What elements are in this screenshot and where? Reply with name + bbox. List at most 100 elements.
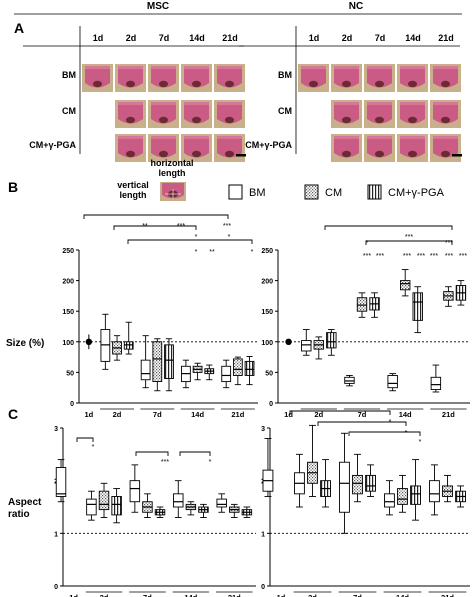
x-tick-label-1d: 1d (277, 593, 286, 597)
box-cm-7d (352, 474, 363, 495)
y-tick-label: 50 (66, 370, 74, 377)
significance-marker: *** (430, 253, 438, 260)
day-header-14d: 14d (189, 33, 205, 43)
x-tick-label-14d: 14d (399, 410, 412, 419)
point-bm-1d (285, 338, 292, 345)
row-label-bm: BM (278, 70, 292, 80)
row-label-cm: CM (62, 106, 76, 116)
significance-marker: * (228, 234, 231, 241)
aspect-chart-nc: 01231d2d7d14d21d*** (261, 410, 470, 597)
box-bm-2d (301, 340, 312, 352)
y-tick-label: 0 (261, 584, 265, 591)
y-tick-label: 150 (261, 309, 273, 316)
y-tick-label: 3 (261, 426, 265, 433)
y-tick-label: 0 (70, 401, 74, 408)
x-tick-label-21d: 21d (228, 593, 241, 597)
legend-label-cm-pga: CM+γ-PGA (388, 187, 445, 199)
y-tick-label: 200 (261, 279, 273, 286)
box-cm-pga-14d (410, 485, 421, 505)
significance-marker: *** (363, 253, 371, 260)
x-tick-label-21d: 21d (441, 593, 454, 597)
x-tick-label-14d: 14d (396, 593, 409, 597)
significance-marker: * (195, 249, 198, 256)
significance-marker: *** (403, 253, 411, 260)
well-photo (181, 134, 212, 162)
box-cm-21d (232, 358, 243, 376)
row-label-bm: BM (62, 70, 76, 80)
box-bm-21d (221, 365, 232, 383)
significance-marker: *** (161, 459, 169, 466)
well-photo (397, 134, 428, 162)
box-bm-1d (55, 467, 67, 497)
x-tick-label-2d: 2d (308, 593, 317, 597)
box-bm-7d (344, 376, 355, 384)
significance-marker: * (92, 444, 95, 451)
scale-bar (236, 154, 246, 157)
day-header-14d: 14d (405, 33, 421, 43)
day-header-1d: 1d (309, 33, 320, 43)
well-photo (397, 64, 428, 92)
significance-bracket (179, 451, 211, 456)
x-tick-label-7d: 7d (153, 410, 162, 419)
day-header-21d: 21d (222, 33, 238, 43)
significance-marker: * (405, 430, 408, 437)
box-bm-21d (429, 480, 440, 503)
y-axis-title: Size (%) (6, 338, 44, 349)
well-photo (364, 134, 395, 162)
x-tick-label-7d: 7d (353, 593, 362, 597)
significance-marker: * (195, 234, 198, 241)
panel-letter-a: A (14, 20, 24, 36)
box-bm-7d (339, 461, 350, 513)
well-photo (148, 100, 179, 128)
significance-bracket (127, 239, 253, 244)
y-tick-label: 0 (54, 584, 58, 591)
significance-marker: *** (417, 253, 425, 260)
row-label-cm-pga: CM+γ-PGA (29, 140, 76, 150)
well-photo (115, 134, 146, 162)
day-header-2d: 2d (342, 33, 353, 43)
significance-marker: *** (459, 253, 467, 260)
day-header-7d: 7d (375, 33, 386, 43)
x-tick-label-1d: 1d (284, 410, 293, 419)
x-tick-label-21d: 21d (231, 410, 244, 419)
significance-marker: * (209, 459, 212, 466)
box-cm-7d (152, 341, 163, 383)
box-cm-pga-14d (412, 292, 423, 321)
well-photo (181, 100, 212, 128)
y-tick-label: 50 (265, 370, 273, 377)
box-cm-14d (397, 488, 408, 505)
significance-bracket (324, 225, 453, 230)
x-tick-label-7d: 7d (358, 410, 367, 419)
box-cm-7d (356, 297, 368, 312)
x-tick-label-1d: 1d (69, 593, 78, 597)
row-label-cm-pga: CM+γ-PGA (245, 140, 292, 150)
significance-bracket (348, 431, 421, 436)
day-header-2d: 2d (126, 33, 137, 43)
significance-marker: ** (209, 249, 215, 256)
panel-letter-c: C (8, 406, 18, 422)
x-tick-label-2d: 2d (314, 410, 323, 419)
legend-swatch-cm (304, 184, 319, 200)
y-tick-label: 150 (62, 309, 74, 316)
y-tick-label: 100 (261, 340, 273, 347)
well-photo (148, 134, 179, 162)
significance-marker: * (389, 419, 392, 426)
box-cm-pga-21d (244, 360, 255, 376)
point-bm-1d (85, 338, 93, 345)
well-photo (364, 64, 395, 92)
y-tick-label: 200 (62, 279, 74, 286)
x-tick-label-2d: 2d (100, 593, 109, 597)
well-photo (430, 64, 461, 92)
legend-horizontal-length: horizontal length (151, 158, 194, 178)
significance-marker: * (251, 249, 254, 256)
aspect-chart-msc: 0123Aspectratio1d2d7d14d21d***** (8, 426, 256, 597)
significance-bracket (113, 225, 197, 230)
x-tick-label-7d: 7d (143, 593, 152, 597)
well-photo (298, 64, 329, 92)
box-bm-14d (173, 493, 184, 508)
well-photo (214, 134, 245, 162)
well-photo (115, 64, 146, 92)
